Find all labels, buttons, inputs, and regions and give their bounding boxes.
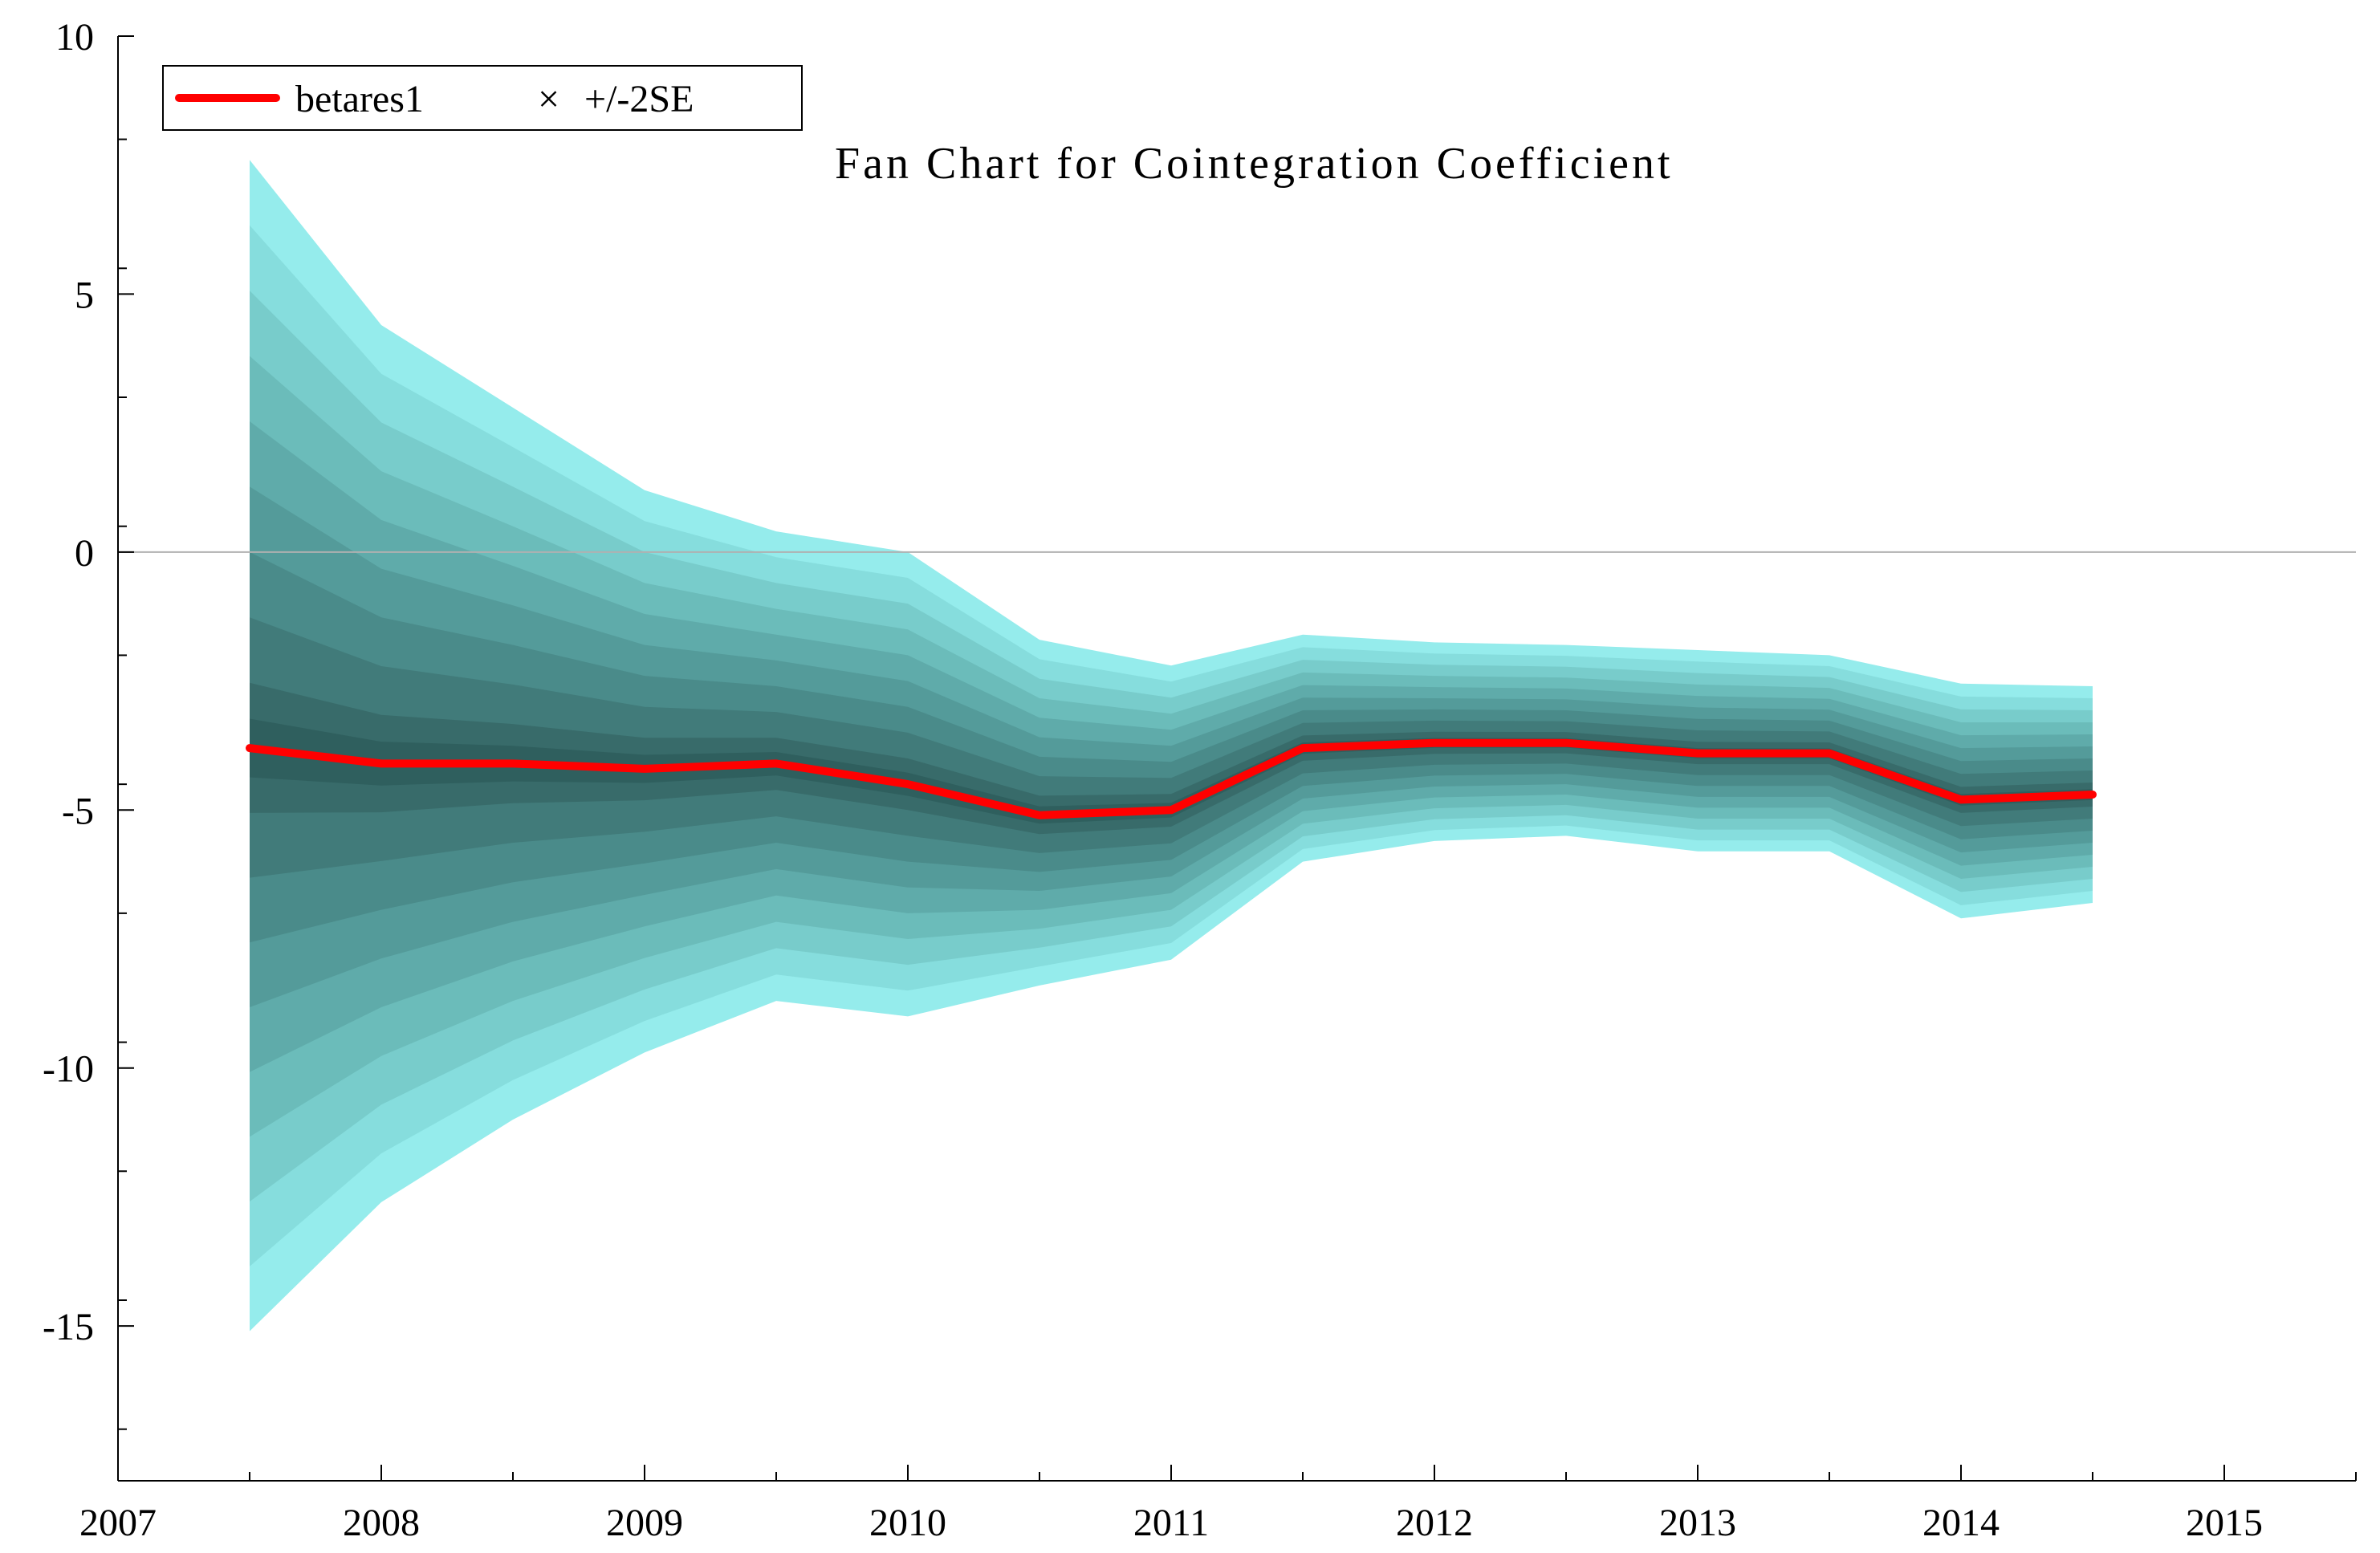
x-tick-label: 2014 [1922,1502,2000,1544]
x-tick-label: 2009 [606,1502,683,1544]
x-tick-label: 2012 [1396,1502,1473,1544]
fan-bands [250,160,2093,1331]
y-tick-label: 5 [75,274,94,316]
x-tick-label: 2010 [869,1502,946,1544]
y-tick-label: -10 [43,1048,94,1091]
x-tick-label: 2007 [79,1502,157,1544]
y-tick-label: -15 [43,1306,94,1348]
x-tick-label: 2011 [1133,1502,1209,1544]
y-tick-label: 10 [55,16,94,59]
fan-band-4 [250,486,2093,1007]
central-line-group [246,738,2097,819]
legend-label-2se: +/-2SE [584,78,694,120]
legend-x-marker: × [538,78,559,120]
series-line-betares1 [246,738,2097,819]
legend-label-betares1: betares1 [295,78,424,120]
x-tick-label: 2008 [343,1502,420,1544]
y-tick-label: 0 [75,532,94,575]
fan-band-2 [250,617,2093,878]
x-tick-label: 2015 [2186,1502,2263,1544]
fan-band-3 [250,551,2093,943]
axes: 10 5 0 -5 -10 -15 2007 2008 2009 2010 2011 2012 2013… [43,16,2357,1544]
y-tick-label: -5 [62,790,94,832]
legend: betares1 × +/-2SE [162,65,803,131]
chart-title: Fan Chart for Cointegration Coefficient [835,139,1674,189]
x-tick-label: 2013 [1659,1502,1736,1544]
